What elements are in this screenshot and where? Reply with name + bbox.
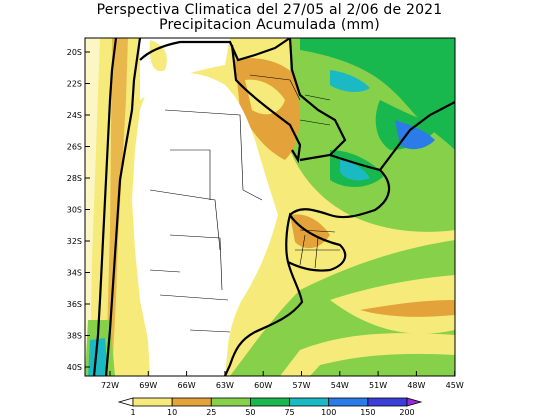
legend-label: 150 (360, 408, 375, 417)
precipitation-field (85, 38, 455, 376)
legend-swatch (406, 397, 423, 407)
lon-tick-label: 51W (369, 381, 387, 390)
lat-tick-label: 22S (67, 80, 82, 89)
map-title: Perspectiva Climatica del 27/05 al 2/06 … (96, 2, 443, 18)
legend-swatch (367, 397, 408, 407)
lat-tick-label: 38S (67, 332, 82, 341)
legend-label: 25 (206, 408, 216, 417)
lat-tick-label: 20S (67, 48, 82, 57)
lat-tick-label: 40S (67, 363, 82, 372)
legend-label: 1 (130, 408, 135, 417)
legend-swatch (210, 397, 251, 407)
lon-tick-label: 48W (407, 381, 425, 390)
legend-label: 75 (284, 408, 294, 417)
lat-tick-label: 28S (67, 174, 82, 183)
lon-tick-label: 69W (139, 381, 157, 390)
lon-tick-label: 54W (331, 381, 349, 390)
lat-tick-label: 32S (67, 237, 82, 246)
lat-tick-label: 34S (67, 269, 82, 278)
lon-tick-label: 72W (101, 381, 119, 390)
lon-tick-label: 45W (446, 381, 464, 390)
precipitation-legend: 1 10 25 50 75 100 150 200 (117, 397, 423, 417)
legend-swatch (289, 397, 330, 407)
legend-label: 10 (167, 408, 177, 417)
lat-tick-label: 26S (67, 143, 82, 152)
legend-label: 100 (321, 408, 336, 417)
legend-label: 200 (399, 408, 414, 417)
lon-tick-label: 57W (292, 381, 310, 390)
legend-swatch (132, 397, 173, 407)
lat-tick-label: 24S (67, 111, 82, 120)
longitude-axis: 72W 69W 66W 63W 60W 57W 54W 51W 48W 45W (101, 371, 464, 390)
legend-swatch (250, 397, 290, 407)
lon-tick-label: 66W (178, 381, 196, 390)
legend-swatch (117, 397, 134, 407)
map-subtitle: Precipitacion Acumulada (mm) (159, 17, 380, 33)
legend-swatch (171, 397, 212, 407)
lon-tick-label: 60W (254, 381, 272, 390)
lon-tick-label: 63W (216, 381, 234, 390)
lat-tick-label: 36S (67, 300, 82, 309)
lat-tick-label: 30S (67, 206, 82, 215)
legend-label: 50 (245, 408, 255, 417)
borders (92, 38, 455, 376)
latitude-axis: 20S 22S 24S 26S 28S 30S 32S 34S 36S 38S 40S (67, 48, 90, 372)
map-frame (84, 37, 456, 377)
legend-swatch (328, 397, 369, 407)
